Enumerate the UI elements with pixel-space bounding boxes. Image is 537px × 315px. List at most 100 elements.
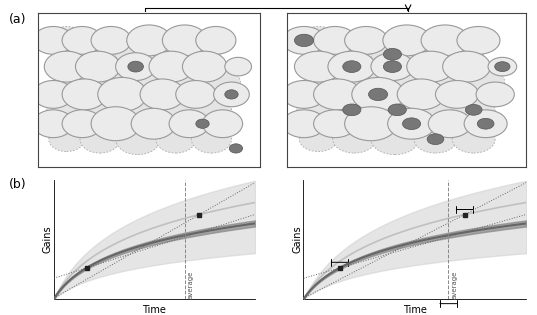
Text: (b): (b) xyxy=(9,178,27,191)
Circle shape xyxy=(466,105,482,115)
Circle shape xyxy=(127,25,171,56)
Circle shape xyxy=(225,90,238,99)
Text: average: average xyxy=(187,271,194,299)
Circle shape xyxy=(191,96,231,124)
Circle shape xyxy=(147,40,187,68)
Circle shape xyxy=(476,82,514,107)
Text: average: average xyxy=(452,271,458,299)
Circle shape xyxy=(49,127,84,152)
Circle shape xyxy=(131,108,176,139)
Circle shape xyxy=(62,79,107,110)
Circle shape xyxy=(115,40,156,68)
Circle shape xyxy=(47,96,86,124)
Circle shape xyxy=(371,124,419,155)
Circle shape xyxy=(91,107,140,141)
Circle shape xyxy=(169,110,209,138)
Circle shape xyxy=(345,26,388,54)
Circle shape xyxy=(282,26,325,54)
X-axis label: Time: Time xyxy=(142,305,166,315)
Circle shape xyxy=(488,57,517,76)
Circle shape xyxy=(440,40,483,68)
Text: (a): (a) xyxy=(9,13,27,26)
Circle shape xyxy=(343,61,361,72)
Circle shape xyxy=(294,51,342,82)
Circle shape xyxy=(457,26,500,54)
Circle shape xyxy=(467,70,505,94)
Circle shape xyxy=(33,26,73,54)
Circle shape xyxy=(167,68,207,96)
Circle shape xyxy=(115,53,156,81)
Circle shape xyxy=(118,94,162,125)
Circle shape xyxy=(328,51,376,82)
Circle shape xyxy=(202,110,243,138)
Circle shape xyxy=(495,62,510,72)
Circle shape xyxy=(333,125,376,153)
Circle shape xyxy=(352,68,395,96)
Circle shape xyxy=(98,68,138,96)
Circle shape xyxy=(80,125,120,153)
Circle shape xyxy=(62,68,102,96)
Circle shape xyxy=(345,107,397,141)
Circle shape xyxy=(176,81,216,108)
Circle shape xyxy=(214,82,249,107)
Circle shape xyxy=(229,144,243,153)
Y-axis label: Gains: Gains xyxy=(292,226,302,253)
Circle shape xyxy=(282,81,325,108)
Circle shape xyxy=(314,26,357,54)
Circle shape xyxy=(402,118,420,129)
Circle shape xyxy=(297,26,340,54)
Circle shape xyxy=(183,51,227,82)
Circle shape xyxy=(426,68,469,96)
Circle shape xyxy=(47,26,86,54)
Circle shape xyxy=(352,77,404,112)
X-axis label: Time: Time xyxy=(403,305,427,315)
Circle shape xyxy=(314,79,361,110)
Y-axis label: Gains: Gains xyxy=(42,226,52,253)
Circle shape xyxy=(133,68,173,96)
Circle shape xyxy=(62,26,102,54)
Circle shape xyxy=(333,96,376,124)
Circle shape xyxy=(452,96,495,124)
Circle shape xyxy=(390,68,433,96)
Circle shape xyxy=(196,26,236,54)
Circle shape xyxy=(421,25,469,56)
Circle shape xyxy=(98,77,147,112)
Circle shape xyxy=(149,51,194,82)
Circle shape xyxy=(76,51,120,82)
Circle shape xyxy=(383,61,402,72)
Circle shape xyxy=(368,88,388,100)
Circle shape xyxy=(452,125,495,153)
Circle shape xyxy=(383,49,402,60)
Circle shape xyxy=(80,96,120,124)
Circle shape xyxy=(299,127,337,152)
Circle shape xyxy=(62,110,102,138)
Circle shape xyxy=(78,40,118,68)
Circle shape xyxy=(416,96,459,124)
Circle shape xyxy=(397,79,445,110)
Circle shape xyxy=(477,118,494,129)
Circle shape xyxy=(91,26,131,54)
Circle shape xyxy=(371,40,414,68)
Circle shape xyxy=(158,96,198,124)
Circle shape xyxy=(140,79,185,110)
Circle shape xyxy=(33,81,73,108)
Circle shape xyxy=(388,104,407,116)
Circle shape xyxy=(115,124,160,155)
Circle shape xyxy=(373,94,421,125)
Circle shape xyxy=(156,125,196,153)
Circle shape xyxy=(407,51,454,82)
Circle shape xyxy=(162,25,207,56)
Circle shape xyxy=(180,40,220,68)
Circle shape xyxy=(371,53,414,81)
Circle shape xyxy=(314,110,357,138)
Circle shape xyxy=(427,134,444,145)
Circle shape xyxy=(330,40,373,68)
Circle shape xyxy=(191,125,231,153)
Circle shape xyxy=(429,110,471,138)
Circle shape xyxy=(388,108,436,139)
Circle shape xyxy=(294,34,314,47)
Circle shape xyxy=(436,81,478,108)
Circle shape xyxy=(297,96,340,124)
Circle shape xyxy=(282,110,325,138)
Circle shape xyxy=(464,110,507,138)
